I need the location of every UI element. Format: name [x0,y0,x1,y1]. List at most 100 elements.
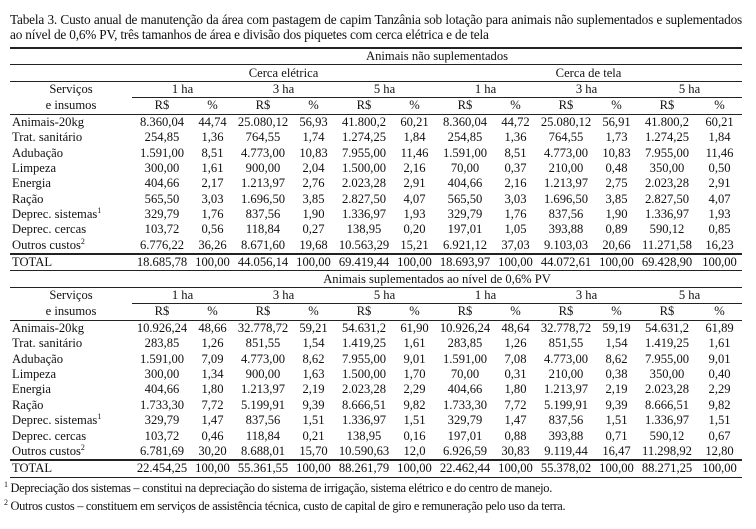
value-cell: 41.800,2 [341,114,387,129]
value-cell: 59,21 [299,320,328,335]
value-cell: 61,90 [400,320,429,335]
total-label: TOTAL [10,460,132,478]
value-cell: 8,62 [605,351,628,366]
value-cell: 590,12 [649,428,685,443]
fence-header-row: Cerca elétrica Cerca de tela [10,64,743,82]
unit-header: R$ [132,303,192,321]
unit-header: % [293,303,334,321]
value-cell: 8.360,04 [442,114,488,129]
value-cell: 9,82 [403,397,426,412]
value-cell: 1,05 [504,222,527,237]
footnote-mark: 2 [80,443,85,452]
unit-header: R$ [334,97,394,115]
unit-header-row: e insumos R$% R$% R$% R$% R$% R$% [10,303,743,321]
unit-header: % [596,97,637,115]
value-cell: 350,00 [649,160,685,175]
total-value: 100,00 [596,460,637,478]
total-row: TOTAL 22.454,25 100,00 55.361,55 100,00 88.26… [10,460,743,478]
value-cell: 5.199,91 [543,397,589,412]
value-cell: 329,79 [447,413,483,428]
value-cell: 20,66 [596,237,637,256]
total-row: TOTAL 18.685,78 100,00 44.056,14 100,00 69.41… [10,254,743,272]
total-value: 100,00 [394,460,435,478]
value-cell: 15,70 [293,443,334,462]
area-header: 3 ha [233,287,334,305]
section-header-row: Animais não suplementados [10,47,743,66]
value-cell: 8,51 [201,145,224,160]
value-cell: 1.336,97 [341,207,387,222]
value-cell: 210,00 [548,160,584,175]
unit-header: % [192,97,233,115]
value-cell: 1,74 [302,130,325,145]
value-cell: 48,66 [198,320,227,335]
blank-cell [10,47,132,66]
value-cell: 300,00 [144,367,180,381]
value-cell: 10.590,63 [334,443,394,462]
table-row: Deprec. cercas 103,72 0,56 118,84 0,27 138,95… [10,222,742,237]
value-cell: 2,16 [504,176,527,191]
value-cell: 1,51 [403,413,426,428]
value-cell: 1,54 [605,336,628,351]
value-cell: 1.419,25 [341,336,387,351]
total-value: 100,00 [192,254,233,272]
value-cell: 56,93 [299,114,328,129]
footnote-mark: 1 [97,412,102,421]
value-cell: 1.500,00 [341,367,387,381]
value-cell: 41.800,2 [644,114,690,129]
value-cell: 44,72 [501,114,530,129]
value-cell: 9,01 [708,351,731,366]
value-cell: 9.119,44 [536,443,596,462]
unit-header: % [394,303,435,321]
value-cell: 16,23 [697,237,743,256]
value-cell: 1.213,97 [543,176,589,191]
value-cell: 0,16 [403,428,426,443]
value-cell: 1,54 [302,336,325,351]
unit-header: % [394,97,435,115]
row-label: Outros custos2 [10,443,132,462]
value-cell: 1,84 [708,130,731,145]
value-cell: 837,56 [548,207,584,222]
value-cell: 1,61 [403,336,426,351]
value-cell: 1,26 [201,336,224,351]
value-cell: 11.271,58 [637,237,697,256]
row-label: Deprec. cercas [12,428,87,443]
value-cell: 0,46 [201,428,224,443]
table-row: Trat. sanitário 283,85 1,26 851,55 1,54 1.419… [10,336,742,351]
value-cell: 30,20 [192,443,233,462]
value-cell: 2,91 [708,176,731,191]
value-cell: 4.773,00 [543,145,589,160]
value-cell: 16,47 [596,443,637,462]
value-cell: 1.213,97 [543,382,589,397]
value-cell: 7,08 [504,351,527,366]
value-cell: 0,71 [605,428,628,443]
value-cell: 1.336,97 [341,413,387,428]
value-cell: 0,40 [708,367,731,381]
value-cell: 7,72 [201,397,224,412]
value-cell: 0,48 [605,160,628,175]
value-cell: 254,85 [144,130,180,145]
services-header: e insumos [10,303,132,321]
value-cell: 8.666,51 [644,397,690,412]
value-cell: 61,89 [705,320,734,335]
value-cell: 300,00 [144,160,180,175]
value-cell: 254,85 [447,130,483,145]
unit-header: R$ [637,97,697,115]
table-row: Ração 1.733,30 7,72 5.199,91 9,39 8.666,51 9,8… [10,398,742,413]
unit-header: % [697,97,743,115]
value-cell: 6.781,69 [132,443,192,462]
table-row: Deprec. sistemas1 329,79 1,47 837,56 1,51 1.3… [10,413,742,428]
value-cell: 7,09 [201,351,224,366]
value-cell: 764,55 [245,130,281,145]
value-cell: 1.336,97 [644,207,690,222]
value-cell: 900,00 [245,367,281,381]
value-cell: 36,26 [192,237,233,256]
value-cell: 1,63 [302,367,325,381]
value-cell: 2,91 [403,176,426,191]
row-label: Limpeza [12,160,57,175]
footnote-mark: 1 [97,206,102,215]
table-row: Outros custos2 6.781,69 30,20 8.688,01 15,70… [10,443,743,462]
value-cell: 851,55 [245,336,281,351]
table-row: Energia 404,66 2,17 1.213,97 2,76 2.023,28 2,9… [10,176,742,191]
value-cell: 2.023,28 [644,176,690,191]
value-cell: 1,76 [201,207,224,222]
